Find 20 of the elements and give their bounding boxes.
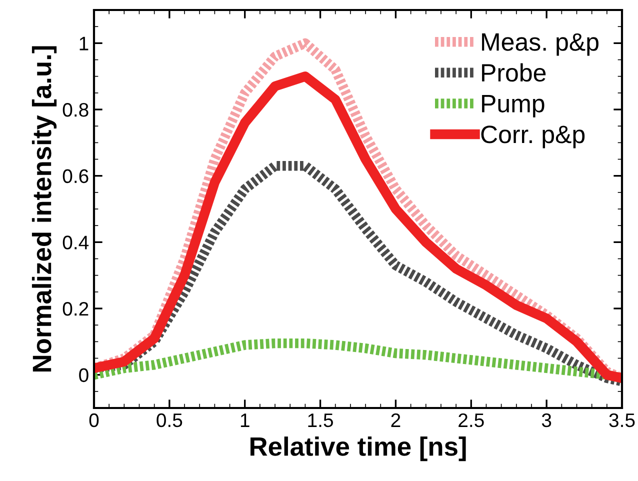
y-tick-label: 0.4 <box>62 236 89 250</box>
x-tick-label: 0 <box>89 413 99 428</box>
legend-label: Probe <box>482 63 546 82</box>
y-tick-label: 0 <box>79 368 88 382</box>
x-tick-label: 1.5 <box>308 414 333 428</box>
x-tick-label: 0.5 <box>156 413 182 428</box>
x-axis-title: Relative time [ns] <box>250 436 466 462</box>
y-tick-label: 0.6 <box>62 169 88 184</box>
x-tick-label: 2 <box>391 413 400 427</box>
legend-label: Pump <box>482 95 544 118</box>
legend-label: Corr. p&p <box>481 126 585 148</box>
x-tick-label: 1 <box>240 414 250 427</box>
y-tick-label: 0.2 <box>62 302 88 316</box>
y-tick-label: 0.8 <box>62 102 88 117</box>
y-axis-title: Normalized intensity [a.u.] <box>32 46 57 372</box>
y-tick-label: 1 <box>80 36 88 50</box>
x-tick-label: 3.5 <box>609 413 635 428</box>
x-tick-label: 3 <box>542 413 552 428</box>
x-tick-label: 2.5 <box>458 413 484 428</box>
legend-label: Meas. p&p <box>482 33 598 56</box>
